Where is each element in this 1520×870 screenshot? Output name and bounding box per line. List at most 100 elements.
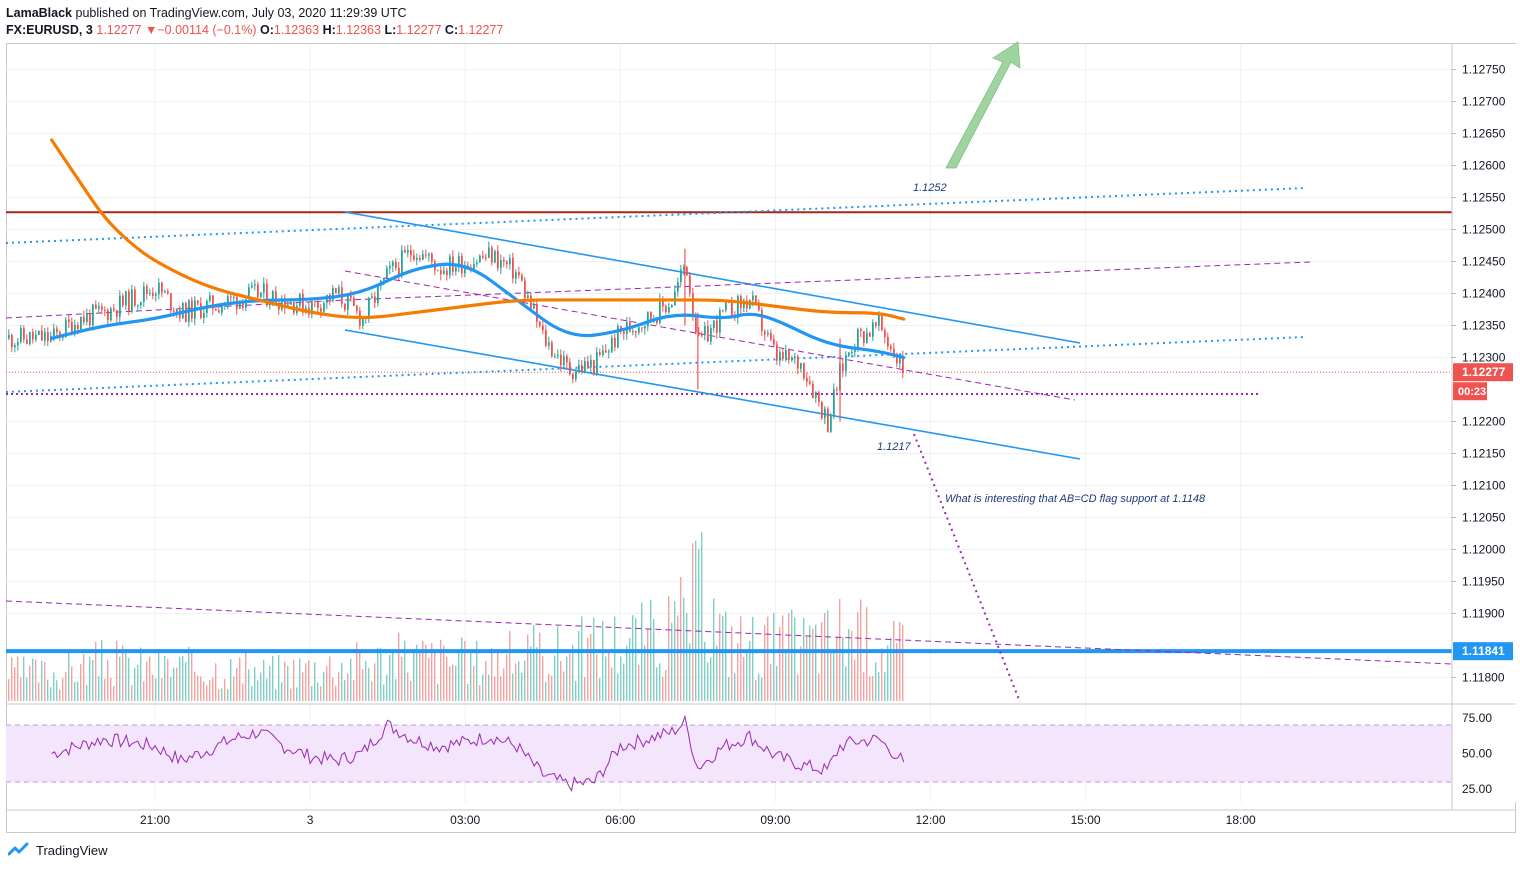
volume-bar [788,613,790,701]
candle-body [74,324,76,335]
candle-body [395,261,397,268]
volume-bar [530,646,532,701]
volume-bar [155,678,157,701]
candle-body [35,334,37,340]
tradingview-logo-icon[interactable] [8,842,30,858]
candle-body [254,284,256,286]
volume-bar [44,662,46,701]
candle-body [122,295,124,306]
y-tick-label: 1.12500 [1462,223,1506,237]
y-tick-label: 1.12700 [1462,95,1506,109]
volume-bar [494,676,496,701]
volume-bar [92,660,94,701]
volume-bar [83,653,85,701]
volume-bar [749,640,751,701]
candle-body [572,374,574,380]
candle-body [362,318,364,326]
candle-body [770,332,772,340]
candle-body [407,249,409,253]
volume-bar [269,665,271,701]
projection-path[interactable] [913,433,1021,703]
candle-body [863,331,865,343]
volume-bar [803,618,805,701]
volume-bar [35,659,37,701]
level-label-1252[interactable]: 1.1252 [913,182,947,194]
volume-bar [833,651,835,701]
last-price-badge-text: 1.12277 [1462,365,1506,379]
volume-bar [26,677,28,701]
volume-bar [380,647,382,701]
candle-body [416,258,418,260]
symbol-label[interactable]: FX:EURUSD, 3 [6,23,93,37]
candle-body [158,282,160,295]
candle-body [137,305,139,307]
long-dashed-line[interactable] [5,600,1453,665]
volume-bar [533,624,535,701]
candle-body [65,319,67,337]
candle-body [248,287,250,300]
candle-body [479,255,481,263]
note-text[interactable]: What is interesting that AB=CD flag supp… [945,493,1206,505]
volume-bar [197,675,199,701]
candle-body [71,322,73,335]
candle-body [842,363,844,371]
level-label-1217[interactable]: 1.1217 [877,441,912,453]
candle-body [662,299,664,307]
rsi-tick-label: 75.00 [1462,711,1492,725]
candle-body [581,365,583,373]
volume-bar [224,679,226,701]
volume-bar [326,666,328,701]
volume-bar [545,681,547,701]
candle-body [704,326,706,336]
volume-bar [848,629,850,701]
volume-bar [902,625,904,701]
candle-body [800,363,802,369]
candle-body [14,345,16,348]
publisher-name[interactable]: LamaBlack [6,6,73,20]
candle-body [605,350,607,353]
volume-bar [191,649,193,701]
candle-body [104,309,106,311]
candle-body [428,253,430,256]
y-tick-label: 1.12150 [1462,446,1506,460]
volume-bar [542,656,544,701]
up-arrow-icon[interactable] [945,41,1021,169]
trend-drawings[interactable] [5,187,1453,665]
left-dashed-line[interactable] [5,299,346,319]
volume-bar [410,680,412,701]
candle-body [773,339,775,345]
annotations[interactable]: 1.1252 1.1217 What is interesting that AB=… [877,41,1206,703]
volume-bar [137,664,139,701]
candle-body [578,365,580,372]
candle-body [338,287,340,294]
volume-bar [374,663,376,701]
volume-bar [818,673,820,701]
volume-bar [356,642,358,701]
volume-bar [644,645,646,701]
candle-body [110,308,112,321]
candle-body [413,255,415,260]
volume-bar [242,683,244,701]
x-tick-label: 03:00 [450,813,480,827]
volume-bar [416,644,418,701]
y-tick-label: 1.12650 [1462,127,1506,141]
candle-body [866,332,868,343]
candle-body [389,266,391,269]
channel-lower-line[interactable] [344,329,1081,460]
candle-body [314,300,316,302]
channel-upper-line[interactable] [344,211,1081,344]
x-tick-label: 21:00 [140,813,170,827]
volume-bar [11,657,13,701]
upper-dotted-trendline[interactable] [5,187,1306,244]
footer: TradingView [8,842,108,858]
volume-bar [335,685,337,701]
footer-brand[interactable]: TradingView [36,842,108,858]
candle-body [143,286,145,303]
volume-bar [50,687,52,701]
volume-bar [17,656,19,701]
rsi-band [6,724,1452,783]
candle-body [695,315,697,333]
lower-dotted-trendline[interactable] [5,336,1306,393]
candle-body [881,314,883,331]
